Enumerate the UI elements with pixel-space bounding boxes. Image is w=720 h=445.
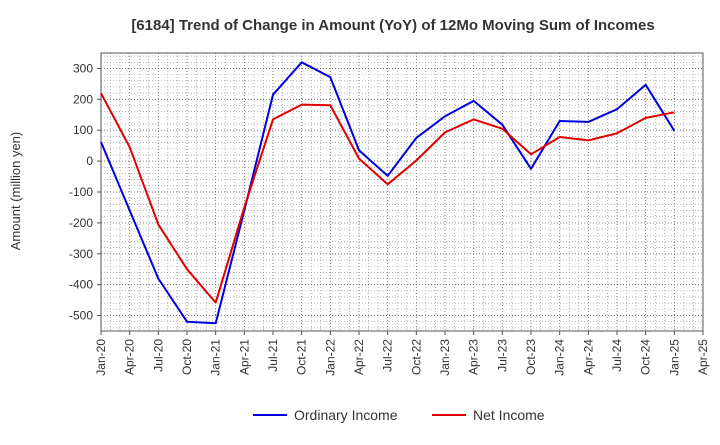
y-axis-ticks: 300 200 100 0 -100 -200 -300 -400 -500 <box>69 61 101 322</box>
y-tick-label: -200 <box>69 216 93 230</box>
y-axis-label: Amount (million yen) <box>8 132 23 251</box>
x-tick-label: Oct-20 <box>180 339 194 375</box>
x-tick-label: Oct-22 <box>409 339 423 375</box>
legend: Ordinary Income Net Income <box>253 407 545 423</box>
x-tick-label: Apr-21 <box>237 339 251 375</box>
x-tick-label: Apr-22 <box>352 339 366 375</box>
x-tick-label: Jan-23 <box>438 339 452 376</box>
x-tick-label: Jan-22 <box>323 339 337 376</box>
y-tick-label: 300 <box>73 61 93 75</box>
y-tick-label: -100 <box>69 185 93 199</box>
y-tick-label: 0 <box>86 154 93 168</box>
x-tick-label: Jan-20 <box>94 339 108 376</box>
legend-label: Net Income <box>473 407 545 423</box>
legend-label: Ordinary Income <box>294 407 398 423</box>
x-tick-label: Oct-21 <box>295 339 309 375</box>
y-tick-label: 200 <box>73 92 93 106</box>
x-tick-label: Apr-23 <box>467 339 481 375</box>
y-tick-label: -500 <box>69 309 93 323</box>
x-tick-label: Apr-20 <box>123 339 137 375</box>
y-tick-label: -300 <box>69 247 93 261</box>
x-tick-label: Apr-25 <box>696 339 710 375</box>
x-tick-label: Jul-20 <box>151 339 165 372</box>
x-tick-label: Jul-21 <box>266 339 280 372</box>
x-tick-label: Apr-24 <box>581 339 595 375</box>
x-tick-label: Jan-24 <box>553 339 567 376</box>
y-tick-label: -400 <box>69 278 93 292</box>
x-tick-label: Jan-25 <box>667 339 681 376</box>
x-tick-label: Jul-24 <box>610 339 624 372</box>
x-tick-label: Jul-22 <box>381 339 395 372</box>
y-tick-label: 100 <box>73 123 93 137</box>
chart-title: [6184] Trend of Change in Amount (YoY) o… <box>131 17 654 34</box>
x-tick-label: Oct-24 <box>639 339 653 375</box>
x-axis-ticks: Jan-20 Apr-20 Jul-20 Oct-20 Jan-21 Apr-21 Jul-… <box>94 331 710 376</box>
x-tick-label: Jul-23 <box>495 339 509 372</box>
x-tick-label: Oct-23 <box>524 339 538 375</box>
x-tick-label: Jan-21 <box>209 339 223 376</box>
